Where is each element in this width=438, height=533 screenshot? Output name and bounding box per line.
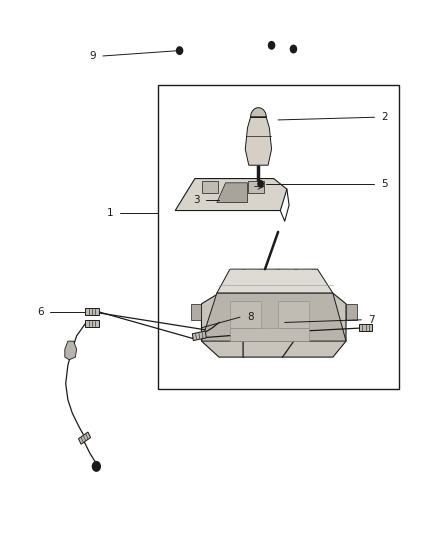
Text: 5: 5 [381, 179, 388, 189]
Polygon shape [85, 320, 99, 327]
Polygon shape [192, 331, 206, 341]
Bar [230, 328, 309, 341]
Text: 6: 6 [37, 307, 44, 317]
Circle shape [268, 42, 275, 49]
Polygon shape [201, 293, 346, 341]
Polygon shape [191, 304, 201, 320]
Circle shape [290, 45, 297, 53]
Polygon shape [202, 181, 218, 193]
Text: 2: 2 [381, 112, 388, 122]
Polygon shape [78, 432, 91, 444]
Text: 3: 3 [193, 195, 199, 205]
Circle shape [92, 462, 100, 471]
Polygon shape [245, 117, 272, 165]
Polygon shape [65, 341, 77, 360]
Polygon shape [217, 183, 247, 203]
Text: 8: 8 [247, 312, 254, 322]
Polygon shape [346, 304, 357, 320]
Bar [230, 301, 261, 328]
Text: 7: 7 [368, 315, 374, 325]
Text: 9: 9 [90, 51, 96, 61]
Polygon shape [251, 108, 266, 117]
Polygon shape [85, 308, 99, 316]
Text: 1: 1 [107, 208, 114, 218]
Bar [278, 301, 309, 328]
Polygon shape [359, 324, 372, 331]
Bar [158, 85, 399, 389]
Polygon shape [201, 293, 346, 357]
Circle shape [258, 181, 263, 187]
Polygon shape [217, 269, 333, 293]
Polygon shape [175, 179, 287, 211]
Circle shape [177, 47, 183, 54]
Polygon shape [248, 181, 264, 193]
